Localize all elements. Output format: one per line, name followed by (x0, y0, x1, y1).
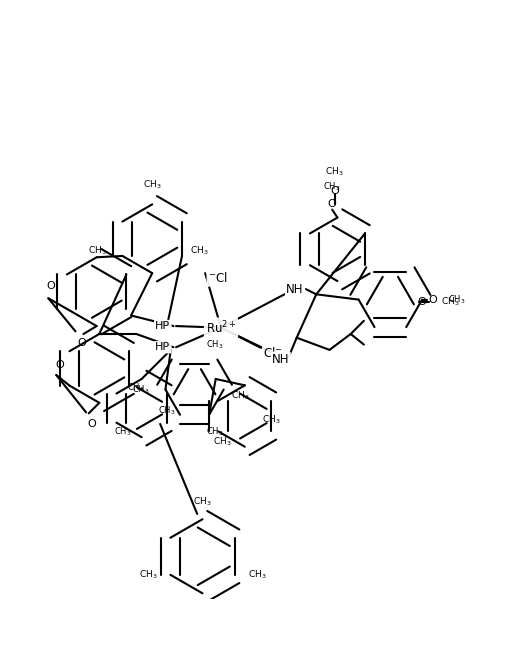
Text: CH$_3$: CH$_3$ (206, 426, 223, 438)
Text: CH$_3$: CH$_3$ (158, 404, 176, 417)
Text: CH$_3$: CH$_3$ (138, 568, 157, 581)
Text: CH$_3$: CH$_3$ (190, 244, 209, 257)
Text: O: O (330, 186, 339, 196)
Text: CH$_3$: CH$_3$ (213, 435, 231, 448)
Text: O: O (56, 360, 64, 369)
Text: CH$_3$: CH$_3$ (231, 389, 250, 401)
Text: O: O (47, 281, 55, 291)
Text: CH$_3$: CH$_3$ (127, 382, 145, 395)
Text: Ru$^{2+}$: Ru$^{2+}$ (206, 319, 236, 336)
Text: CH$_3$: CH$_3$ (132, 383, 149, 396)
Text: CH$_3$: CH$_3$ (143, 178, 162, 191)
Text: O: O (78, 338, 86, 348)
Text: CH$_3$: CH$_3$ (447, 293, 465, 306)
Text: HP: HP (155, 342, 170, 352)
Text: CH$_3$: CH$_3$ (262, 414, 281, 426)
Text: CH$_3$: CH$_3$ (206, 339, 223, 351)
Text: O: O (418, 297, 427, 307)
Text: NH: NH (272, 353, 289, 366)
Text: CH$_3$: CH$_3$ (193, 495, 212, 508)
Text: O: O (328, 199, 337, 209)
Text: Cl$^{-}$: Cl$^{-}$ (263, 346, 283, 360)
Text: HP: HP (155, 321, 170, 331)
Text: NH: NH (286, 283, 304, 295)
Text: CH$_3$: CH$_3$ (440, 296, 459, 309)
Text: CH$_3$: CH$_3$ (248, 568, 267, 581)
Text: O: O (428, 295, 437, 305)
Text: $^{-}$Cl: $^{-}$Cl (208, 271, 228, 285)
Text: CH$_3$: CH$_3$ (326, 166, 344, 178)
Text: O: O (87, 419, 96, 429)
Text: CH$_3$: CH$_3$ (323, 180, 341, 192)
Text: CH$_3$: CH$_3$ (113, 426, 131, 438)
Text: CH$_3$: CH$_3$ (88, 244, 106, 257)
